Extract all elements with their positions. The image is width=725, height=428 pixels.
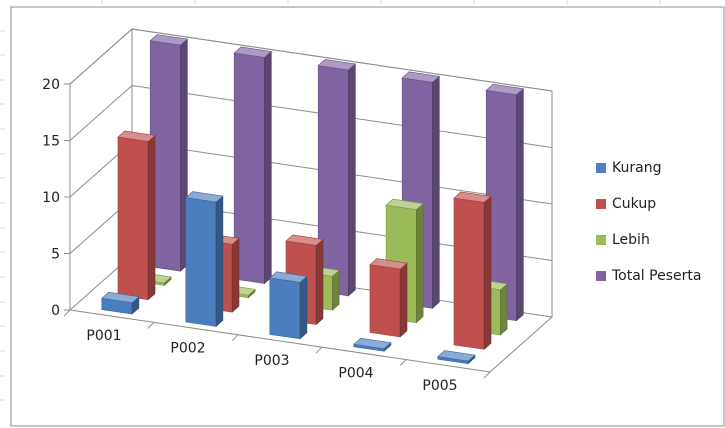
legend-swatch [596,271,606,281]
bar-cukup-p005 [454,192,491,349]
x-tick-label-p004: P004 [338,365,373,381]
x-tick-label-p001: P001 [86,328,121,344]
y-tick-label-1: 5 [51,247,60,263]
legend-item-total-peserta: Total Peserta [596,258,701,294]
y-tick-label-4: 20 [42,77,60,93]
x-axis: P001 P002 P003 P004 P005 [86,328,457,394]
legend-item-cukup: Cukup [596,186,701,222]
legend-item-lebih: Lebih [596,222,701,258]
bar-kurang-p004 [354,338,391,351]
legend-swatch [596,235,606,245]
bar-kurang-p002 [186,192,223,327]
y-tick-label-3: 15 [42,134,60,150]
legend-item-kurang: Kurang [596,150,701,186]
y-tick-label-0: 0 [51,303,60,319]
legend: Kurang Cukup Lebih Total Peserta [596,150,701,294]
bar-cukup-p001 [118,131,155,300]
legend-swatch [596,163,606,173]
legend-label: Kurang [612,160,661,176]
bar-total-peserta-p002 [234,47,271,284]
legend-label: Total Peserta [612,268,701,284]
bar-total-peserta-p001 [150,35,187,272]
x-tick-label-p003: P003 [254,353,289,369]
legend-label: Cukup [612,196,656,212]
legend-label: Lebih [612,232,650,248]
legend-swatch [596,199,606,209]
y-axis: 0 5 10 15 20 [42,77,70,319]
bar-kurang-p003 [270,272,307,339]
bar-kurang-p005 [438,351,475,364]
x-tick-label-p005: P005 [422,378,457,394]
bar-cukup-p004 [370,259,407,337]
bar-total-peserta-p003 [318,59,355,296]
x-tick-label-p002: P002 [170,341,205,357]
y-tick-label-2: 10 [42,190,60,206]
